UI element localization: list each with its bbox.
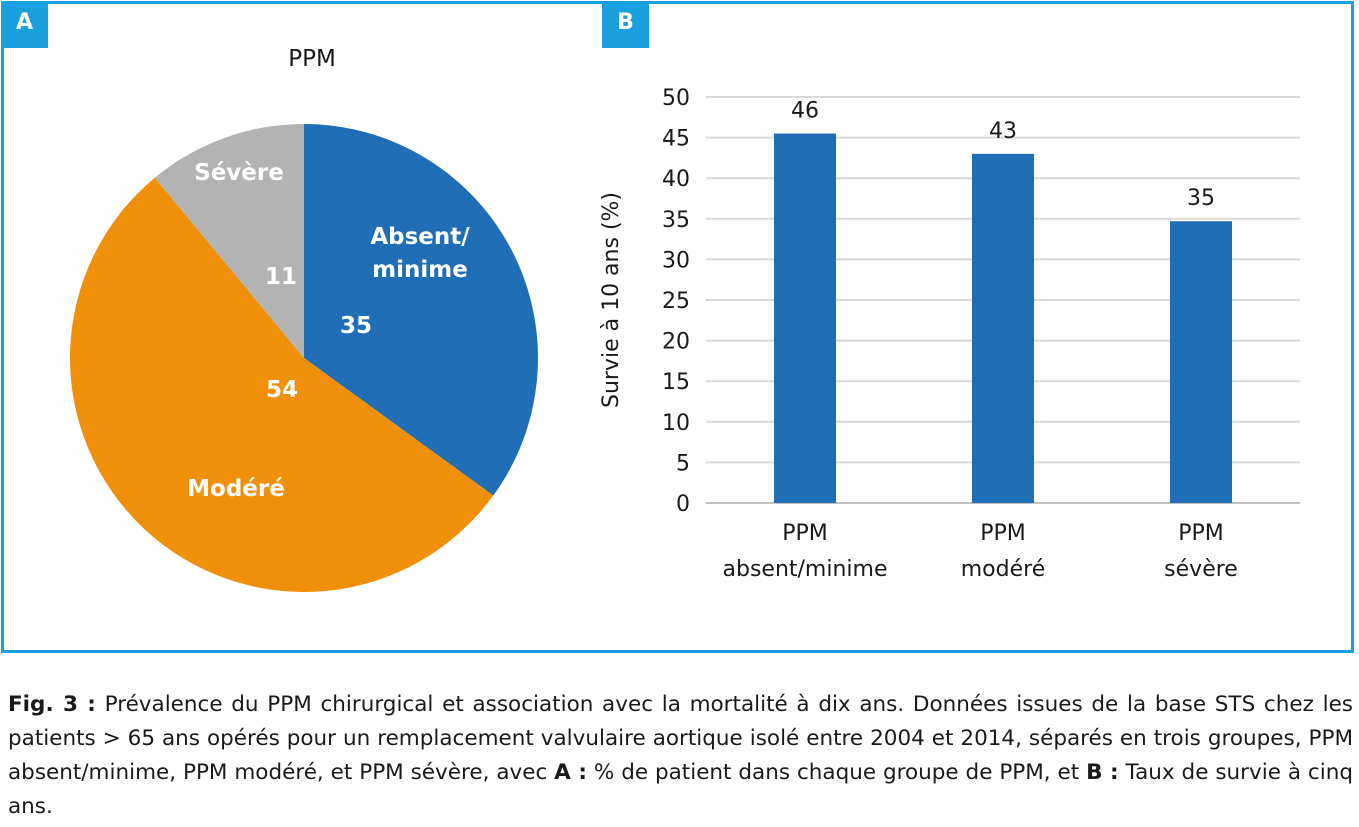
pie-slice-value: 35 (340, 313, 372, 339)
pie-slice (154, 124, 304, 358)
bar (1170, 221, 1232, 503)
pie-chart: Absent/minime 35 Modéré 54 Sévère 11 (70, 124, 538, 592)
pie-slice (304, 124, 538, 496)
x-tick-label: PPM sévère (1164, 521, 1238, 582)
bar (972, 153, 1034, 503)
caption-fig-label: Fig. 3 : (8, 692, 96, 717)
pie-title: PPM (288, 46, 336, 72)
y-tick-label: 10 (662, 411, 690, 436)
caption-a-label: A : (554, 760, 587, 785)
charts-canvas: Absent/minime 35 Modéré 54 Sévère 11 PPM 0 5 10… (70, 46, 1300, 592)
pie-slice (70, 177, 494, 592)
bar-data-label: 35 (1187, 186, 1215, 211)
x-tick-label: PPM modéré (961, 521, 1046, 582)
caption-text-2: % de patient dans chaque groupe de PPM, … (586, 760, 1087, 785)
pie-slice-label: Modéré (187, 476, 285, 502)
panel-a-tag: A (1, 1, 48, 48)
panel-b-tag: B (602, 1, 649, 48)
y-tick-label: 5 (676, 451, 690, 476)
caption-text-3: Taux de survie à cinq ans. (8, 760, 1353, 819)
y-tick-label: 35 (662, 208, 690, 233)
pie-slice-label: Sévère (194, 160, 284, 186)
y-tick-label: 45 (662, 127, 690, 152)
bar-data-label: 43 (989, 119, 1017, 144)
y-tick-label: 15 (662, 370, 690, 395)
y-tick-label: 30 (662, 248, 690, 273)
bar-data-label: 46 (791, 99, 819, 124)
figure-frame (1, 1, 1354, 653)
figure-caption: Fig. 3 : Prévalence du PPM chirurgical e… (8, 688, 1353, 824)
pie-slice-value: 54 (266, 377, 298, 403)
pie-slice-label: Absent/minime (370, 224, 470, 283)
y-tick-label: 40 (662, 167, 690, 192)
y-axis-label: Survie à 10 ans (%) (599, 192, 624, 408)
pie-slice-value: 11 (265, 264, 297, 290)
bar-chart: 0 5 10 15 20 25 30 35 40 45 50 46 PPM absent/minime 43… (662, 86, 1300, 582)
y-tick-label: 25 (662, 289, 690, 314)
bar (774, 133, 836, 504)
x-tick-label: PPM absent/minime (723, 521, 888, 582)
caption-b-label: B : (1086, 760, 1119, 785)
caption-text-1: Prévalence du PPM chirurgical et associa… (8, 692, 1353, 785)
y-tick-label: 20 (662, 330, 690, 355)
y-tick-label: 0 (676, 492, 690, 517)
y-tick-label: 50 (662, 86, 690, 111)
